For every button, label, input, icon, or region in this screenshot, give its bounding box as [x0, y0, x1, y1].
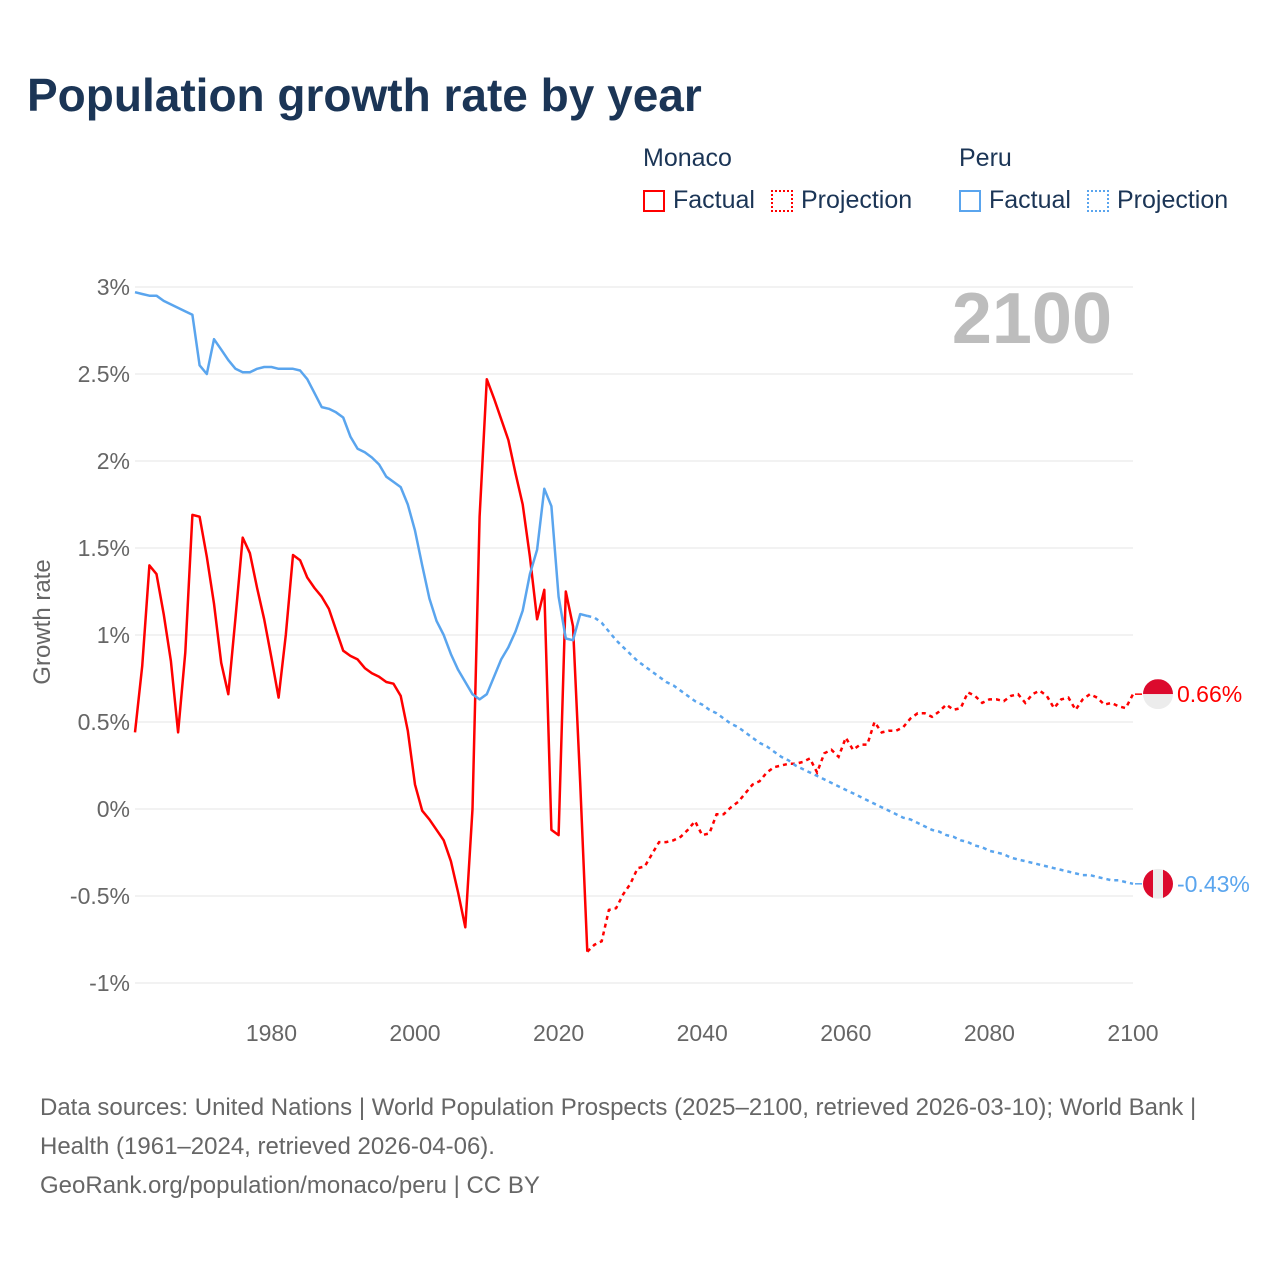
- legend-peru: Factual Projection: [959, 186, 1244, 215]
- legend-swatch-solid: [643, 189, 665, 212]
- legend-peru-factual[interactable]: Factual: [959, 186, 1071, 215]
- y-tick-label: -1%: [89, 970, 130, 996]
- chart-title: Population growth rate by year: [27, 69, 702, 121]
- peru-flag-icon: [1143, 868, 1173, 899]
- peru-projection-line: [587, 614, 1134, 886]
- x-tick-label: 2080: [964, 1020, 1015, 1046]
- y-tick-label: 0%: [97, 796, 130, 822]
- x-tick-label: 2040: [677, 1020, 728, 1046]
- legend-peru-projection[interactable]: Projection: [1086, 186, 1229, 215]
- y-tick-label: 2.5%: [78, 361, 130, 387]
- monaco-end-value-label: 0.66%: [1177, 681, 1242, 707]
- legend-monaco-factual[interactable]: Factual: [643, 186, 755, 215]
- x-tick-label: 2000: [389, 1020, 440, 1046]
- line-chart: 2100 Growth rate 3% 2.5% 2% 1.5% 1% 0.5% 0% -0.…: [29, 274, 1250, 1046]
- monaco-projection-line: [586, 689, 1135, 953]
- legend-group-monaco-title: Monaco: [643, 144, 732, 172]
- x-tick-label: 2100: [1107, 1020, 1158, 1046]
- current-year-label: 2100: [952, 279, 1112, 359]
- legend-group-peru-title: Peru: [959, 144, 1012, 172]
- monaco-flag-icon: [1143, 679, 1173, 710]
- legend-monaco: Factual Projection: [643, 186, 928, 215]
- legend-swatch-solid: [959, 189, 981, 212]
- y-tick-label: 3%: [97, 274, 130, 300]
- y-tick-label: -0.5%: [70, 883, 130, 909]
- legend-swatch-dotted: [770, 189, 793, 212]
- x-tick-label: 2060: [820, 1020, 871, 1046]
- legend-swatch-dotted: [1086, 189, 1109, 212]
- x-tick-label: 2020: [533, 1020, 584, 1046]
- legend-label: Factual: [989, 186, 1071, 214]
- peru-end-value-label: -0.43%: [1177, 871, 1250, 897]
- peru-factual-line: [134, 290, 588, 701]
- y-tick-label: 1%: [97, 622, 130, 648]
- data-sources: Data sources: United Nations | World Pop…: [40, 1094, 1197, 1160]
- y-tick-label: 1.5%: [78, 535, 130, 561]
- legend-label: Factual: [673, 186, 755, 214]
- legend-label: Projection: [1116, 186, 1229, 214]
- monaco-factual-line: [133, 377, 589, 952]
- legend-label: Projection: [800, 186, 913, 214]
- x-tick-label: 1980: [246, 1020, 297, 1046]
- footer: Data sources: United Nations | World Pop…: [40, 1088, 1240, 1205]
- y-tick-label: 0.5%: [78, 709, 130, 735]
- y-axis-label: Growth rate: [29, 559, 56, 684]
- source-link[interactable]: GeoRank.org/population/monaco/peru | CC …: [40, 1172, 540, 1199]
- legend-monaco-projection[interactable]: Projection: [770, 186, 913, 215]
- y-tick-label: 2%: [97, 448, 130, 474]
